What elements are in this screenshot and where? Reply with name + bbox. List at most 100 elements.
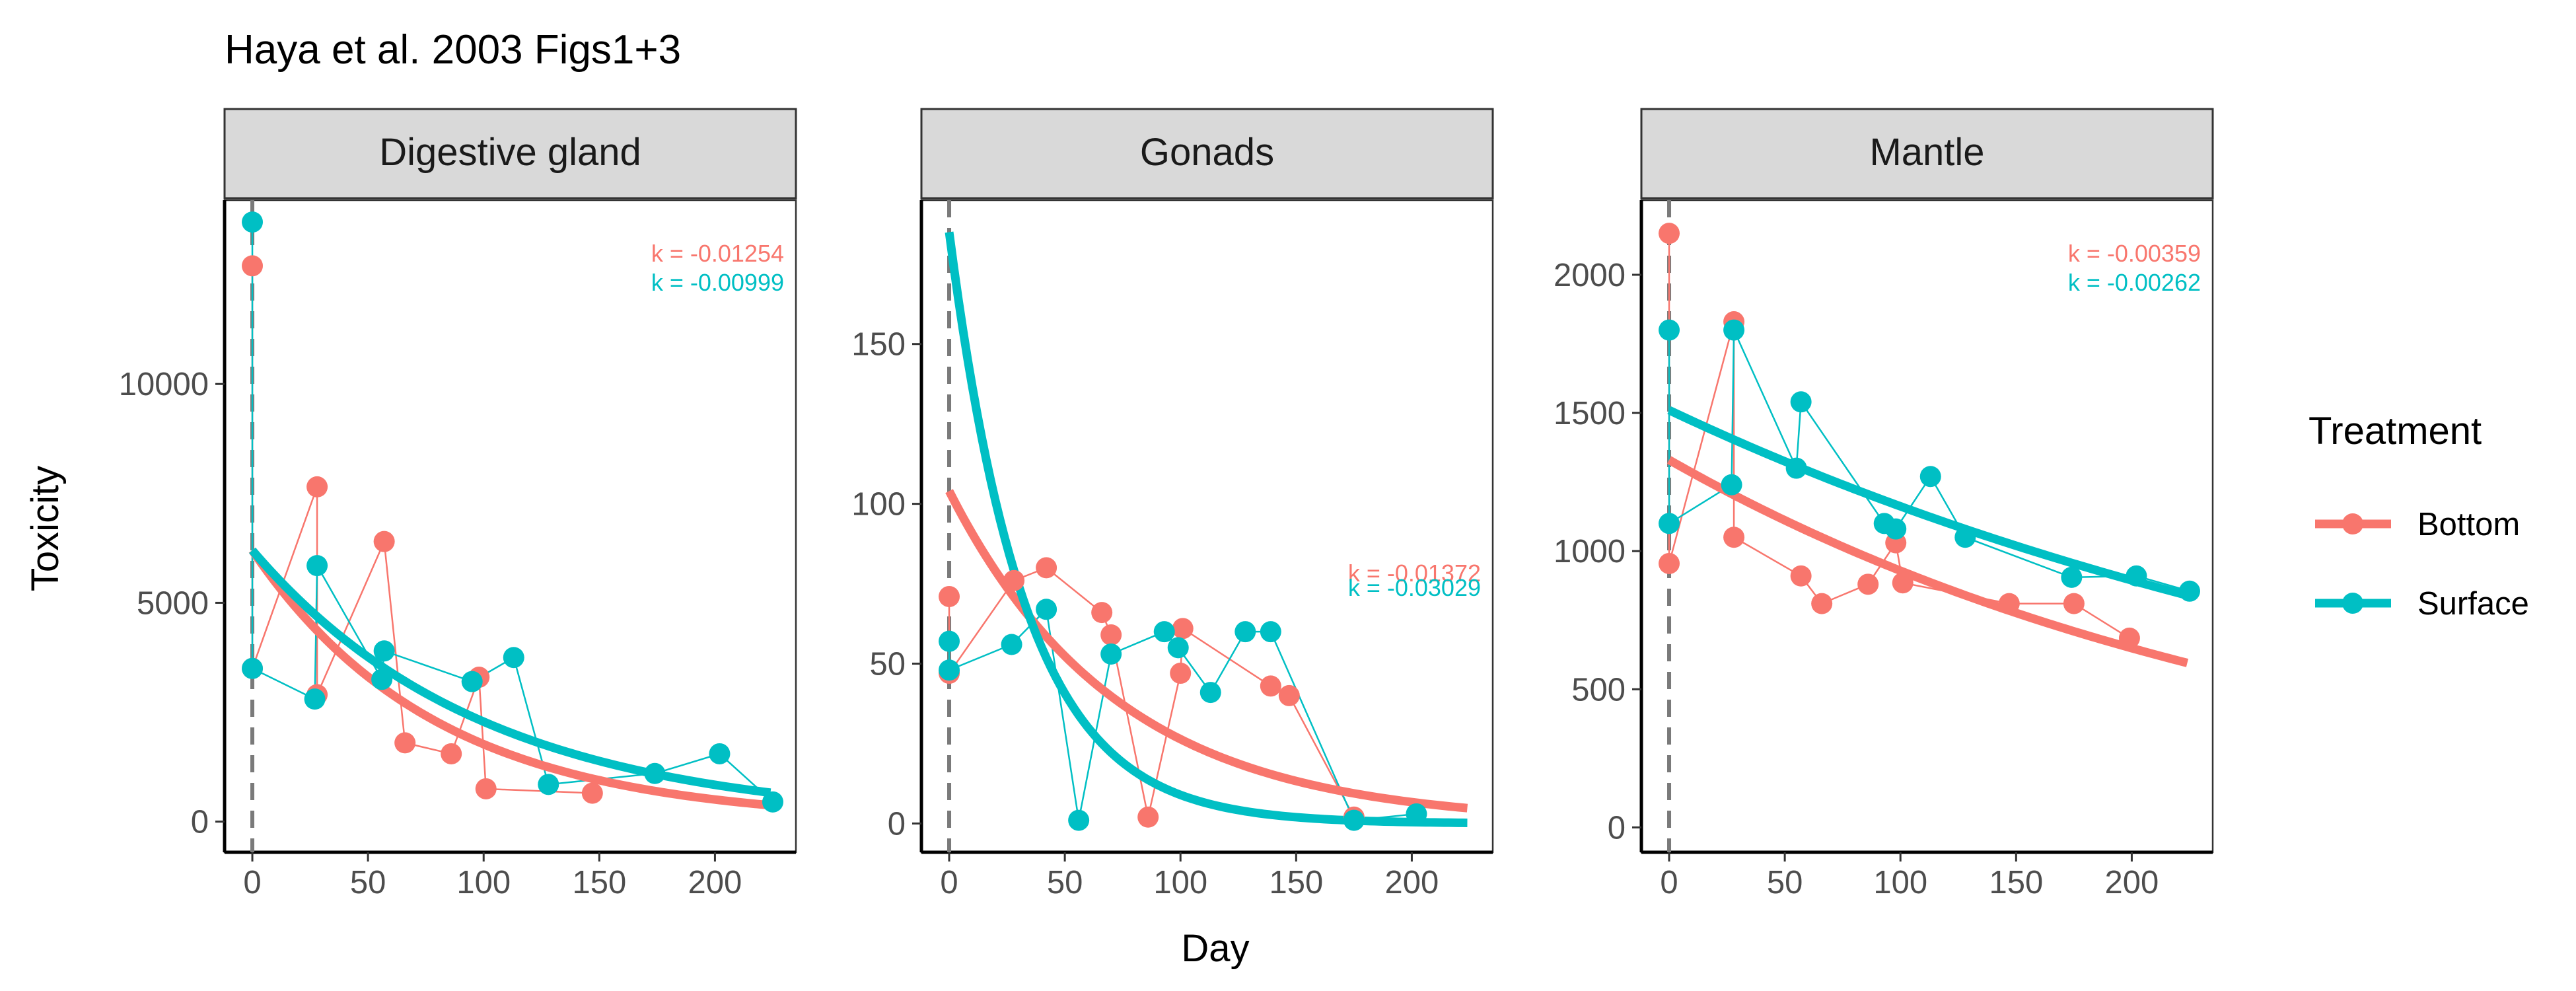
data-point-bottom xyxy=(1811,593,1833,614)
y-tick-label: 50 xyxy=(869,647,906,682)
y-tick-label: 0 xyxy=(888,806,906,842)
data-point-surface xyxy=(503,647,524,669)
data-point-bottom xyxy=(1278,684,1300,706)
data-point-surface xyxy=(1343,809,1365,831)
facet-strip xyxy=(1640,108,2214,200)
data-point-bottom xyxy=(1723,527,1745,548)
data-point-surface xyxy=(304,688,326,710)
data-point-surface xyxy=(1659,319,1680,341)
x-tick-label: 50 xyxy=(350,865,386,900)
data-point-surface xyxy=(1167,637,1189,659)
plot-frame xyxy=(223,199,797,854)
x-tick-label: 150 xyxy=(1989,865,2043,900)
data-point-bottom xyxy=(2118,627,2140,649)
y-tick-label: 500 xyxy=(1571,672,1626,708)
series-line-bottom xyxy=(1668,233,2130,639)
data-point-surface xyxy=(242,657,264,679)
x-tick-label: 100 xyxy=(456,865,511,900)
plot-area xyxy=(939,231,1468,831)
data-point-bottom xyxy=(1003,569,1025,591)
chart-title: Haya et al. 2003 Figs1+3 xyxy=(225,27,681,73)
data-point-bottom xyxy=(581,782,603,804)
data-point-surface xyxy=(1723,319,1745,341)
legend-item-bottom: Bottom xyxy=(2417,507,2520,542)
y-tick-label: 0 xyxy=(1608,810,1626,846)
data-point-surface xyxy=(373,640,395,662)
data-point-surface xyxy=(1790,391,1812,413)
data-point-bottom xyxy=(475,778,497,799)
data-point-surface xyxy=(2061,566,2083,588)
data-point-surface xyxy=(1199,682,1221,704)
fit-curve-surface xyxy=(945,231,1468,827)
data-point-surface xyxy=(1919,466,1941,488)
data-point-bottom xyxy=(242,255,264,277)
k-annotation-surface: k = -0.03029 xyxy=(1348,574,1481,601)
facet-panel-1: Gonads 0 50 100 150 200 0 50 100 150 k = -0.01372k… xyxy=(851,108,1494,900)
y-tick-label: 1500 xyxy=(1554,396,1626,431)
fit-curve-bottom xyxy=(1666,456,2189,667)
data-point-surface xyxy=(644,762,666,784)
data-point-surface xyxy=(709,743,731,764)
data-point-bottom xyxy=(1100,624,1122,645)
legend: Treatment Bottom Surface xyxy=(2308,410,2529,622)
data-point-surface xyxy=(2126,565,2147,587)
facet-panel-0: Digestive gland 0 50 100 150 200 0 5000 10000 k =… xyxy=(119,108,797,900)
data-point-surface xyxy=(1659,513,1680,534)
data-point-bottom xyxy=(1036,557,1057,579)
y-tick-label: 100 xyxy=(851,487,906,523)
data-point-bottom xyxy=(1659,552,1680,574)
data-point-bottom xyxy=(441,743,462,764)
y-tick-label: 0 xyxy=(191,805,209,840)
x-tick-label: 0 xyxy=(940,865,958,900)
fit-curve-surface xyxy=(249,547,771,797)
facet-strip-label: Gonads xyxy=(1140,131,1274,174)
data-point-bottom xyxy=(1790,565,1812,587)
plot-frame xyxy=(920,199,1494,854)
fit-curve-bottom xyxy=(248,548,771,810)
x-tick-label: 150 xyxy=(572,865,626,900)
data-point-surface xyxy=(538,774,559,795)
facet-strip xyxy=(223,108,797,200)
data-point-surface xyxy=(1036,599,1057,620)
data-point-surface xyxy=(371,669,393,690)
data-point-bottom xyxy=(1137,806,1159,828)
data-point-surface xyxy=(1100,643,1122,665)
data-point-surface xyxy=(306,555,328,577)
series-line-bottom xyxy=(251,266,592,794)
data-point-surface xyxy=(1260,621,1281,643)
x-tick-label: 50 xyxy=(1767,865,1803,900)
plot-area xyxy=(1659,223,2200,667)
y-tick-label: 10000 xyxy=(119,367,209,402)
facet-strip-label: Digestive gland xyxy=(379,131,641,174)
data-point-surface xyxy=(1001,634,1022,655)
x-tick-label: 0 xyxy=(1660,865,1678,900)
data-point-bottom xyxy=(306,476,328,497)
y-tick-label: 150 xyxy=(851,327,906,363)
k-annotation-surface: k = -0.00999 xyxy=(651,269,784,296)
legend-title: Treatment xyxy=(2308,410,2482,453)
series-line-surface xyxy=(251,222,773,803)
y-tick-label: 1000 xyxy=(1554,534,1626,569)
k-annotation-surface: k = -0.00262 xyxy=(2068,269,2201,296)
x-tick-label: 200 xyxy=(1385,865,1439,900)
x-tick-label: 100 xyxy=(1873,865,1927,900)
data-point-bottom xyxy=(1170,663,1192,684)
legend-key-point xyxy=(2342,513,2363,534)
data-point-bottom xyxy=(373,531,395,552)
x-tick-label: 50 xyxy=(1047,865,1083,900)
data-point-bottom xyxy=(1172,618,1194,640)
data-point-surface xyxy=(242,211,264,233)
data-point-surface xyxy=(1153,621,1175,643)
x-tick-label: 200 xyxy=(2105,865,2159,900)
facet-strip xyxy=(920,108,1494,200)
data-point-surface xyxy=(1234,621,1256,643)
data-point-bottom xyxy=(1998,593,2020,614)
data-point-surface xyxy=(1954,527,1976,548)
data-point-bottom xyxy=(394,732,416,754)
data-point-bottom xyxy=(1857,573,1879,595)
x-axis-label: Day xyxy=(1181,927,1249,970)
facet-strip-label: Mantle xyxy=(1869,131,1984,174)
k-annotation-bottom: k = -0.01372 xyxy=(1348,560,1481,587)
